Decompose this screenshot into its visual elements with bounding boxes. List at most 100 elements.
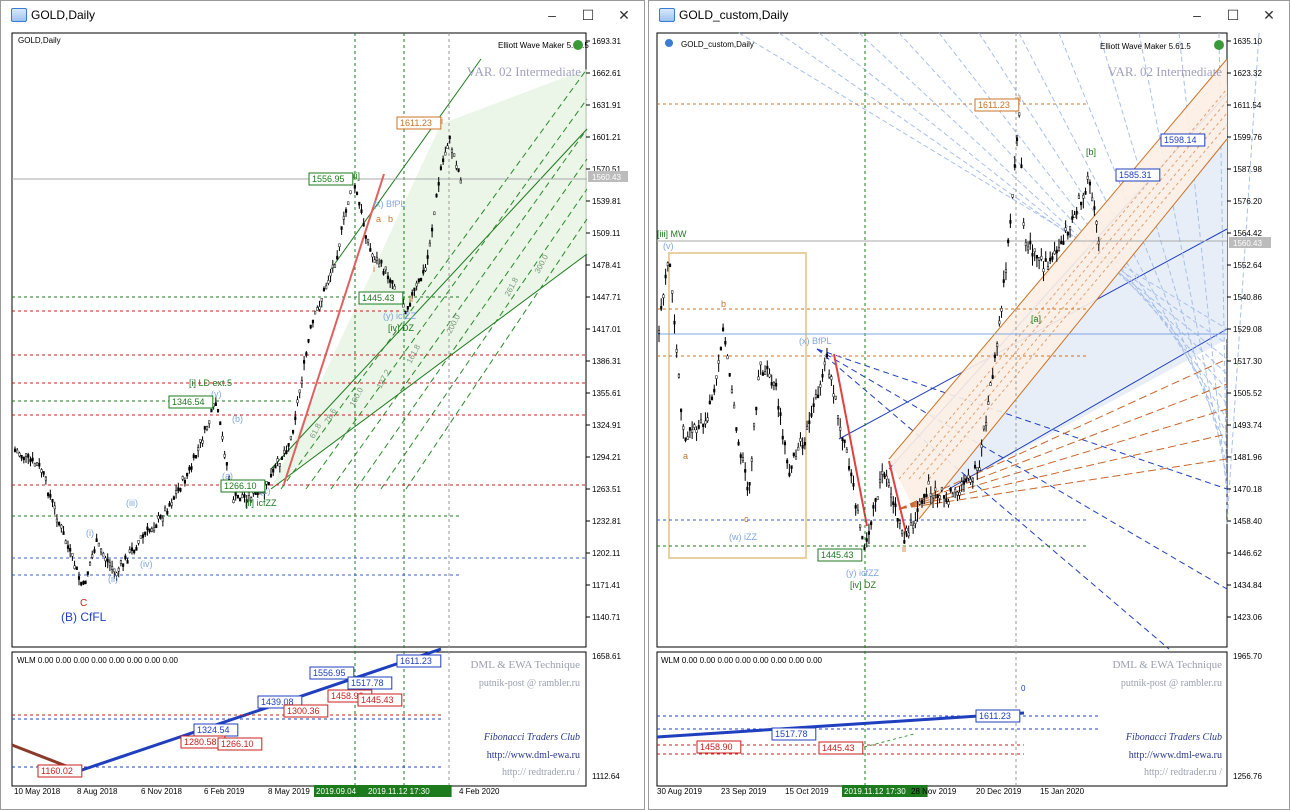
price-candle-body — [987, 401, 990, 405]
chart-window-gold-custom-daily[interactable]: GOLD_custom,Daily – ☐ ✕ [iii] MW (v) (w) i… — [648, 0, 1290, 810]
minimize-button[interactable]: – — [1193, 7, 1201, 23]
price-candle-body — [139, 535, 142, 539]
close-button[interactable]: ✕ — [1263, 7, 1275, 23]
price-chart[interactable]: 300.0261.8200.0161.8127.2100.078.661.8(B… — [1, 29, 644, 809]
price-candle-body — [940, 486, 943, 491]
price-candle-body — [1091, 197, 1094, 202]
price-candle-body — [934, 487, 937, 492]
price-candle-body — [208, 420, 211, 424]
price-candle-body — [232, 499, 235, 503]
price-candle-body — [801, 445, 804, 449]
price-candle-body — [726, 355, 729, 360]
price-candle-body — [850, 472, 853, 477]
price-candle-body — [923, 494, 926, 498]
wave-label: (ii) — [108, 574, 118, 584]
range-box — [668, 252, 807, 559]
price-candle-body — [327, 280, 330, 284]
price-box: 1266.10 — [224, 481, 257, 491]
price-candle-body — [682, 426, 685, 430]
price-candle-body — [843, 439, 846, 443]
orange-channel-line — [918, 138, 1228, 520]
price-candle-body — [907, 532, 910, 537]
price-candle-body — [996, 343, 999, 347]
price-candle-body — [333, 264, 337, 268]
orange-fan-line — [898, 433, 1228, 510]
price-candle-body — [854, 505, 857, 509]
minimize-button[interactable]: – — [548, 7, 556, 23]
time-axis-label: 4 Feb 2020 — [459, 787, 500, 796]
price-candle-body — [741, 457, 745, 461]
price-candle-body — [841, 437, 844, 441]
fib-line — [1226, 32, 1260, 525]
price-candle-body — [358, 201, 361, 206]
price-axis-label: 1446.62 — [1233, 549, 1262, 558]
price-candle-body — [298, 389, 301, 394]
price-candle-body — [823, 361, 826, 366]
orange-fan-line — [898, 458, 1228, 510]
price-candle-body — [183, 480, 186, 484]
price-candle-body — [166, 510, 169, 515]
current-price-marker — [588, 171, 628, 182]
price-candle-body — [40, 469, 43, 473]
sub-price-box: 1517.78 — [775, 729, 808, 739]
price-chart[interactable]: [iii] MW (v) (w) iZZ (x) BfPL (y) icfZZ [iv] … — [649, 29, 1289, 809]
price-candle-body — [190, 466, 193, 470]
price-candle-body — [945, 498, 948, 502]
sub-price-box-box — [696, 740, 742, 754]
price-candle-body — [325, 285, 328, 290]
price-candle-body — [759, 361, 762, 366]
price-axis-label: 1171.41 — [592, 581, 621, 590]
price-candle-body — [1069, 226, 1072, 231]
price-candle-body — [733, 404, 736, 409]
price-axis-label: 1140.71 — [592, 613, 621, 622]
fib-line — [816, 348, 1228, 590]
price-candle-body — [704, 420, 707, 425]
fib-fan-line — [355, 158, 588, 490]
channel-line — [330, 58, 482, 270]
price-candle-body — [66, 545, 70, 549]
price-candle-body — [876, 496, 879, 500]
price-axis-label: 1517.30 — [1233, 357, 1262, 366]
price-candle-body — [33, 462, 36, 467]
orange-fan-line — [898, 408, 1228, 510]
price-candle-body — [931, 494, 935, 499]
price-candle-body — [102, 552, 105, 557]
price-candle-body — [699, 419, 703, 424]
price-candle-body — [364, 235, 367, 239]
price-candle-body — [415, 282, 418, 287]
wave-label: [i] LD ext.5 — [189, 378, 232, 388]
price-axis-label: 1458.40 — [1233, 517, 1262, 526]
price-candle-body — [971, 477, 974, 482]
price-candle-body — [898, 520, 901, 524]
wave-label: (w) iZZ — [729, 532, 757, 542]
maximize-button[interactable]: ☐ — [1226, 7, 1240, 23]
price-axis-label: 1294.21 — [592, 453, 621, 462]
price-candle-body — [285, 450, 288, 454]
price-axis-label: 1202.11 — [592, 549, 621, 558]
close-button[interactable]: ✕ — [618, 7, 630, 23]
price-candle-body — [1004, 269, 1008, 273]
chart-window-gold-daily[interactable]: GOLD,Daily – ☐ ✕ 300.0 261.8 200.0 161.8 127… — [0, 0, 645, 810]
window-titlebar[interactable]: GOLD,Daily – ☐ ✕ — [1, 1, 644, 29]
time-axis-label: 6 Feb 2019 — [204, 787, 245, 796]
price-candle-body — [170, 502, 173, 506]
price-candle-body — [272, 468, 275, 473]
price-candle-body — [748, 482, 751, 486]
price-candle-body — [980, 444, 983, 449]
window-titlebar[interactable]: GOLD_custom,Daily – ☐ ✕ — [649, 1, 1289, 29]
wave-label: [a] — [1031, 314, 1041, 324]
price-box: 1585.31 — [1119, 170, 1152, 180]
price-candle-body — [44, 476, 47, 481]
wave-label: [iii] — [349, 171, 360, 181]
maximize-button[interactable]: ☐ — [581, 7, 595, 23]
price-candle-body — [1095, 221, 1098, 225]
wave-label: [b] — [1086, 147, 1096, 157]
credit-text: DML & EWA Technique — [1112, 659, 1222, 671]
sub-header: WLM 0.00 0.00 0.00 0.00 0.00 0.00 0.00 0… — [661, 656, 823, 665]
orange-fib-line — [898, 88, 1228, 480]
price-candle-body — [772, 382, 775, 386]
price-candle-body — [448, 135, 451, 140]
fib-line — [1138, 32, 1228, 480]
price-candle-body — [38, 462, 41, 467]
price-candle-body — [892, 501, 895, 505]
